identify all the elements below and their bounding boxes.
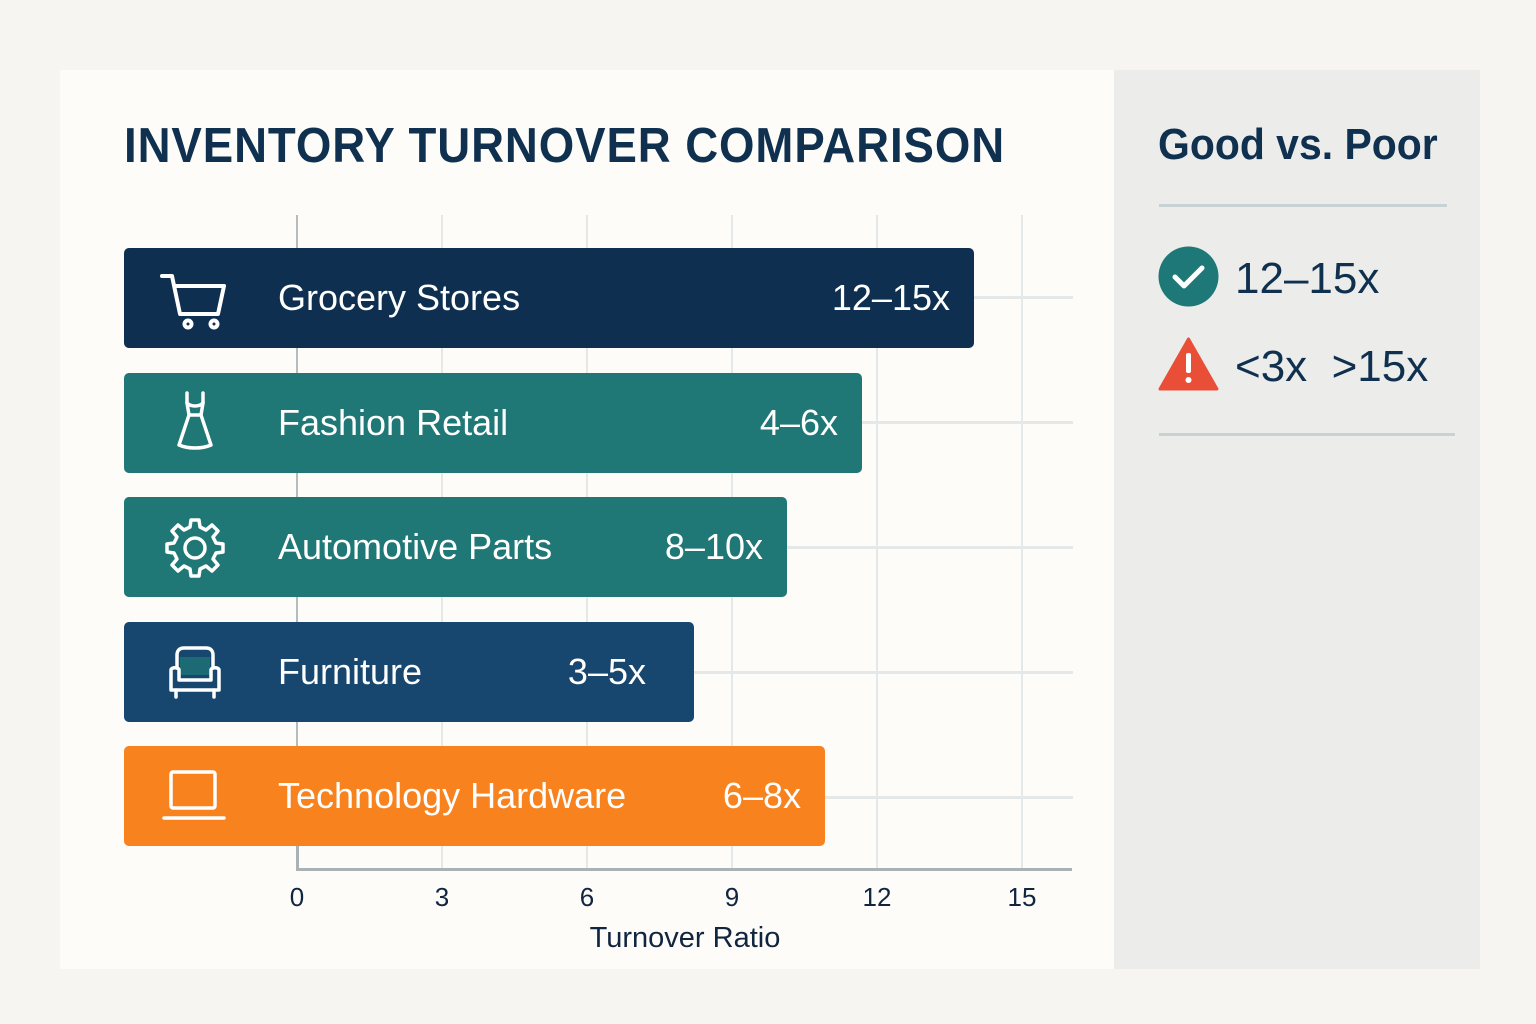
bar-label: Automotive Parts <box>278 526 553 567</box>
x-tick: 0 <box>289 882 305 912</box>
x-axis-line <box>296 868 1072 871</box>
x-tick: 9 <box>724 882 740 912</box>
legend-panel <box>1114 70 1480 969</box>
bar-technology-hardware: Technology Hardware 6–8x <box>124 746 825 846</box>
bar-value: 8–10x <box>664 526 763 567</box>
x-axis-label: Turnover Ratio <box>589 922 781 954</box>
bar-fashion-retail: Fashion Retail 4–6x <box>124 373 862 473</box>
bar-furniture: Furniture 3–5x <box>124 622 694 722</box>
bar-value: 6–8x <box>722 775 801 816</box>
legend-good-text: 12–15x <box>1235 254 1380 303</box>
bar-value: 3–5x <box>567 651 646 692</box>
armchair-icon <box>158 640 232 704</box>
bar-label: Technology Hardware <box>278 775 627 816</box>
bar-label: Grocery Stores <box>278 277 521 318</box>
y-axis-line <box>296 846 299 870</box>
legend-title: Good vs. Poor <box>1158 120 1438 169</box>
chart-title: INVENTORY TURNOVER COMPARISON <box>124 119 1006 173</box>
bar-value: 12–15x <box>831 277 950 318</box>
bar-label: Fashion Retail <box>278 402 509 443</box>
x-tick: 6 <box>579 882 595 912</box>
bar-value: 4–6x <box>759 402 838 443</box>
legend-poor-text: <3x >15x <box>1235 341 1429 391</box>
x-tick: 3 <box>434 882 450 912</box>
legend-poor: <3x >15x <box>1158 336 1428 397</box>
grid-line <box>1021 215 1023 869</box>
laptop-icon <box>158 764 232 828</box>
divider <box>1159 433 1455 436</box>
warning-icon <box>1158 336 1219 397</box>
dress-icon <box>158 391 232 455</box>
divider <box>1159 204 1447 207</box>
x-tick: 12 <box>862 882 892 912</box>
gear-icon <box>158 515 232 579</box>
x-tick: 15 <box>1007 882 1037 912</box>
bar-label: Furniture <box>278 651 423 692</box>
legend-good: 12–15x <box>1158 246 1379 312</box>
bar-grocery-stores: Grocery Stores 12–15x <box>124 248 974 348</box>
check-circle-icon <box>1158 246 1219 312</box>
grid-line <box>876 215 878 869</box>
bar-automotive-parts: Automotive Parts 8–10x <box>124 497 787 597</box>
shopping-cart-icon <box>158 266 232 330</box>
